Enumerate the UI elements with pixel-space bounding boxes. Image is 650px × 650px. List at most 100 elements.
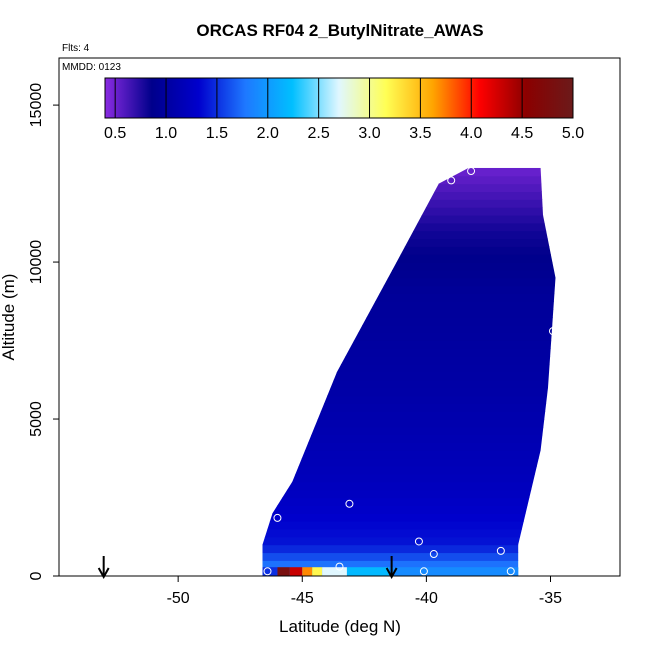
heatmap-cell	[262, 403, 556, 412]
y-tick-label: 0	[28, 571, 45, 580]
heatmap-cell	[262, 324, 556, 334]
heatmap-cell	[262, 395, 556, 404]
sample-point	[414, 537, 423, 546]
arrow-head	[97, 567, 110, 580]
sample-point	[447, 176, 456, 185]
heatmap-cell	[262, 473, 556, 483]
colorbar-tick-label: 0.5	[104, 125, 126, 142]
heatmap-cell	[262, 419, 556, 428]
heatmap-cell	[262, 513, 556, 522]
heatmap-cell	[262, 254, 556, 263]
heatmap-cell	[262, 269, 556, 279]
colorbar: 0.5 1.0 1.5 2.0 2.5 3.0 3.5 4.0 4.5 5.0	[104, 77, 584, 142]
heatmap-cell	[262, 505, 556, 514]
heatmap-cell	[262, 481, 556, 491]
chart-title: ORCAS RF04 2_ButylNitrate_AWAS	[196, 21, 483, 40]
heatmap-cell	[262, 356, 556, 365]
arrow-head	[385, 567, 398, 580]
heatmap-cell	[262, 301, 556, 310]
surface-cell	[289, 567, 303, 576]
heatmap-cell	[262, 466, 556, 475]
surface-cell	[302, 567, 313, 576]
sample-point	[345, 499, 354, 508]
heatmap-cell	[262, 442, 556, 452]
surface-cell	[389, 567, 519, 576]
colorbar-tick-label: 5.0	[562, 125, 584, 142]
heatmap-cell	[262, 207, 556, 216]
surface-cell	[262, 567, 278, 576]
colorbar-tick-label: 1.5	[206, 125, 228, 142]
heatmap-cell	[262, 191, 556, 200]
sample-point	[429, 550, 438, 559]
heatmap-cell	[262, 317, 556, 326]
y-axis-label: Altitude (m)	[0, 274, 18, 361]
heatmap-cell	[262, 521, 556, 530]
heatmap-cell	[262, 434, 556, 444]
heatmap-cell	[262, 183, 556, 193]
heatmap-cell	[262, 293, 556, 302]
heatmap-cell	[262, 528, 556, 538]
heatmap-cell	[262, 309, 556, 318]
plot-frame	[58, 57, 621, 577]
heatmap-cell	[262, 238, 556, 247]
sample-point	[541, 167, 550, 176]
sample-point	[273, 513, 282, 522]
y-tick-label: 5000	[28, 401, 45, 437]
heatmap-cell	[262, 411, 556, 420]
heatmap-cell	[262, 371, 556, 381]
sample-point	[506, 567, 515, 576]
x-axis-label: Latitude (deg N)	[279, 617, 401, 636]
sample-point	[419, 567, 428, 576]
sample-point	[496, 546, 505, 555]
arrows	[97, 556, 398, 580]
heatmap-cell	[262, 348, 556, 357]
heatmap-cell	[262, 560, 556, 569]
heatmap-cell	[262, 214, 556, 224]
surface-cell	[346, 567, 390, 576]
y-tick-label: 10000	[28, 240, 45, 285]
heatmap-field	[262, 167, 556, 576]
surface-band	[262, 567, 519, 576]
x-tick-label: -45	[291, 590, 314, 607]
heatmap-cell	[262, 489, 556, 499]
heatmap-cell	[262, 379, 556, 389]
heatmap-cell	[262, 277, 556, 287]
colorbar-tick-label: 3.5	[409, 125, 431, 142]
heatmap-cell	[262, 199, 556, 208]
heatmap-cell	[262, 497, 556, 506]
heatmap-cell	[262, 230, 556, 240]
colorbar-tick-label: 4.0	[460, 125, 482, 142]
heatmap-cell	[262, 426, 556, 436]
heatmap-cell	[262, 285, 556, 295]
date-label: MMDD: 0123	[62, 62, 121, 73]
sample-point	[335, 562, 344, 571]
heatmap-cell	[262, 332, 556, 342]
surface-cell	[312, 567, 323, 576]
sample-point	[263, 567, 272, 576]
colorbar-tick-label: 1.0	[155, 125, 177, 142]
sample-point	[548, 327, 557, 336]
x-tick-label: -40	[415, 590, 438, 607]
surface-cell	[322, 567, 347, 576]
heatmap-cell	[262, 387, 556, 397]
surface-cell	[277, 567, 290, 576]
heatmap-cell	[262, 544, 556, 554]
heatmap-cell	[262, 262, 556, 271]
colorbar-tick-label: 2.5	[308, 125, 330, 142]
heatmap-cell	[262, 340, 556, 349]
sample-point	[467, 167, 476, 176]
heatmap-cell	[262, 450, 556, 459]
y-axis: 0 5000 10000 15000	[28, 83, 59, 580]
heatmap-cell	[262, 536, 556, 546]
x-tick-label: -35	[539, 590, 562, 607]
heatmap-cell	[262, 175, 556, 185]
x-tick-label: -50	[167, 590, 190, 607]
heatmap-cell	[262, 222, 556, 232]
colorbar-tick-label: 3.0	[358, 125, 380, 142]
colorbar-tick-label: 2.0	[257, 125, 279, 142]
y-tick-label: 15000	[28, 83, 45, 128]
heatmap-cell	[262, 552, 556, 561]
x-axis: -50 -45 -40 -35	[167, 576, 562, 607]
flights-label: Flts: 4	[62, 43, 90, 54]
